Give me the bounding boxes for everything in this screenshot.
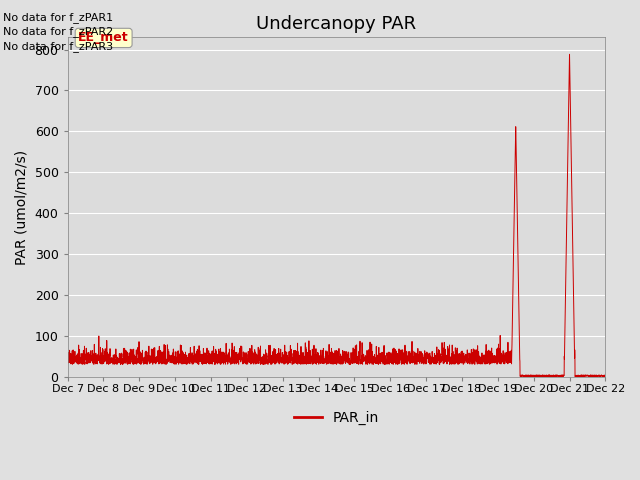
Legend: PAR_in: PAR_in [289,406,385,431]
Text: No data for f_zPAR1: No data for f_zPAR1 [3,12,113,23]
Title: Undercanopy PAR: Undercanopy PAR [257,15,417,33]
Y-axis label: PAR (umol/m2/s): PAR (umol/m2/s) [15,149,29,264]
Text: No data for f_zPAR2: No data for f_zPAR2 [3,26,113,37]
Text: No data for f_zPAR3: No data for f_zPAR3 [3,41,113,52]
Text: EE_met: EE_met [78,31,129,45]
